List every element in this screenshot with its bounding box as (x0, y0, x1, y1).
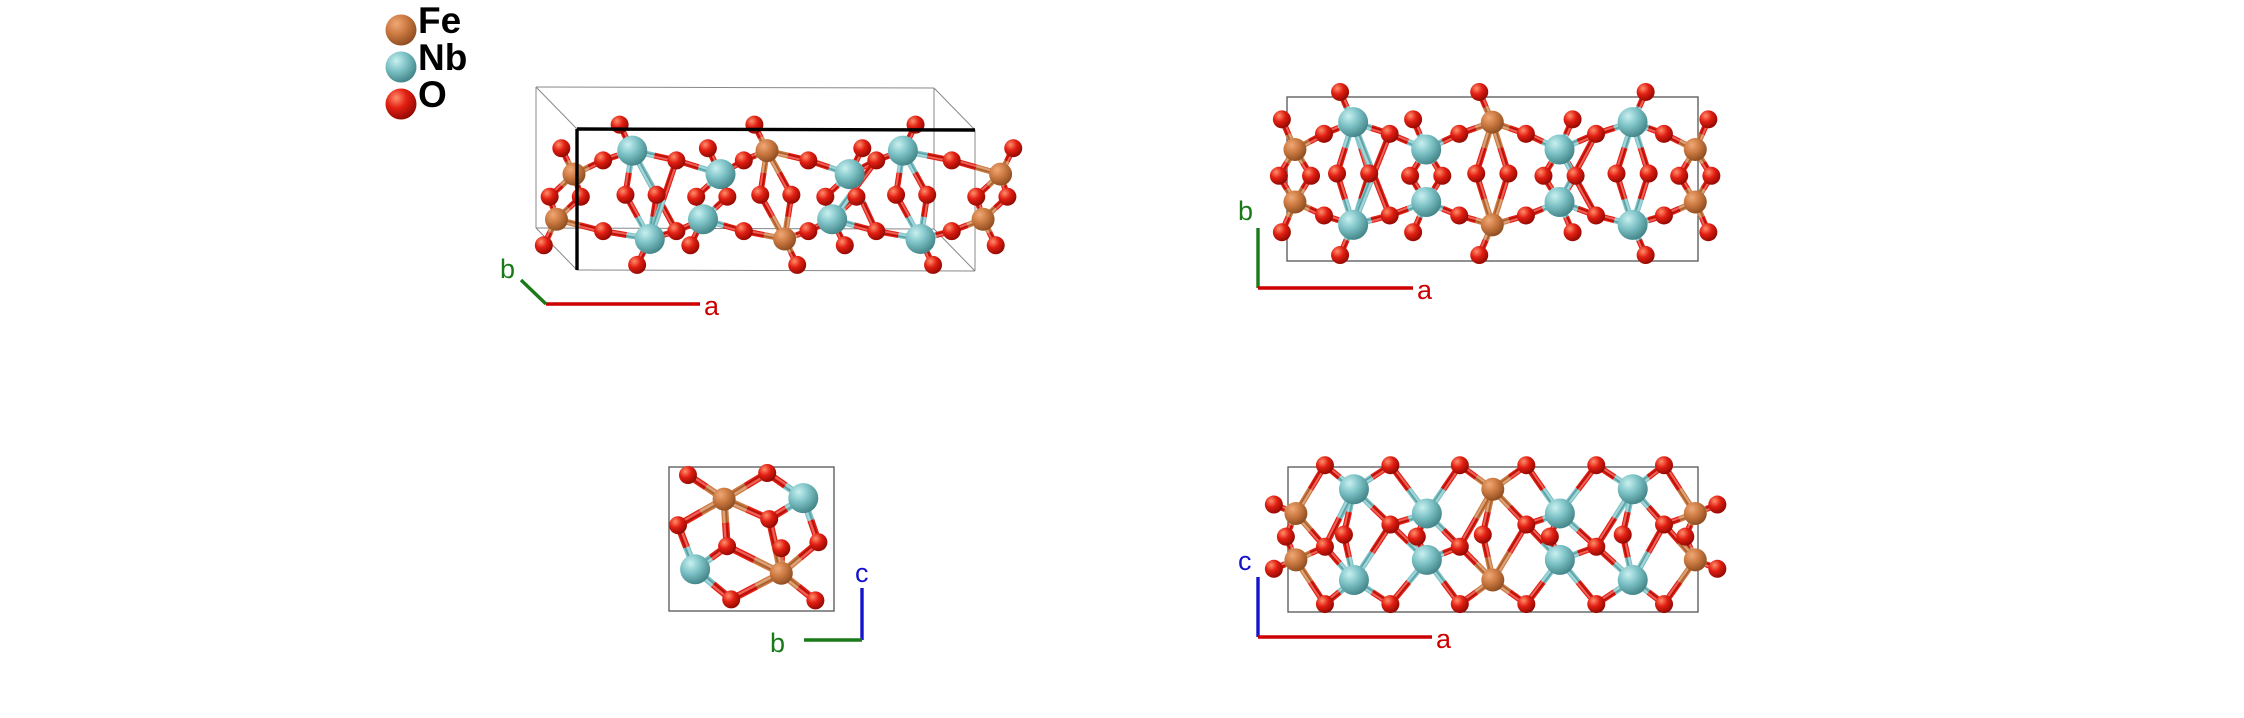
svg-text:b: b (1238, 196, 1253, 226)
svg-text:a: a (1436, 624, 1452, 654)
svg-text:a: a (1417, 275, 1433, 305)
svg-text:c: c (855, 558, 869, 588)
svg-text:b: b (770, 628, 785, 658)
svg-text:c: c (1238, 546, 1252, 576)
svg-text:b: b (500, 254, 515, 284)
svg-text:a: a (704, 291, 720, 321)
